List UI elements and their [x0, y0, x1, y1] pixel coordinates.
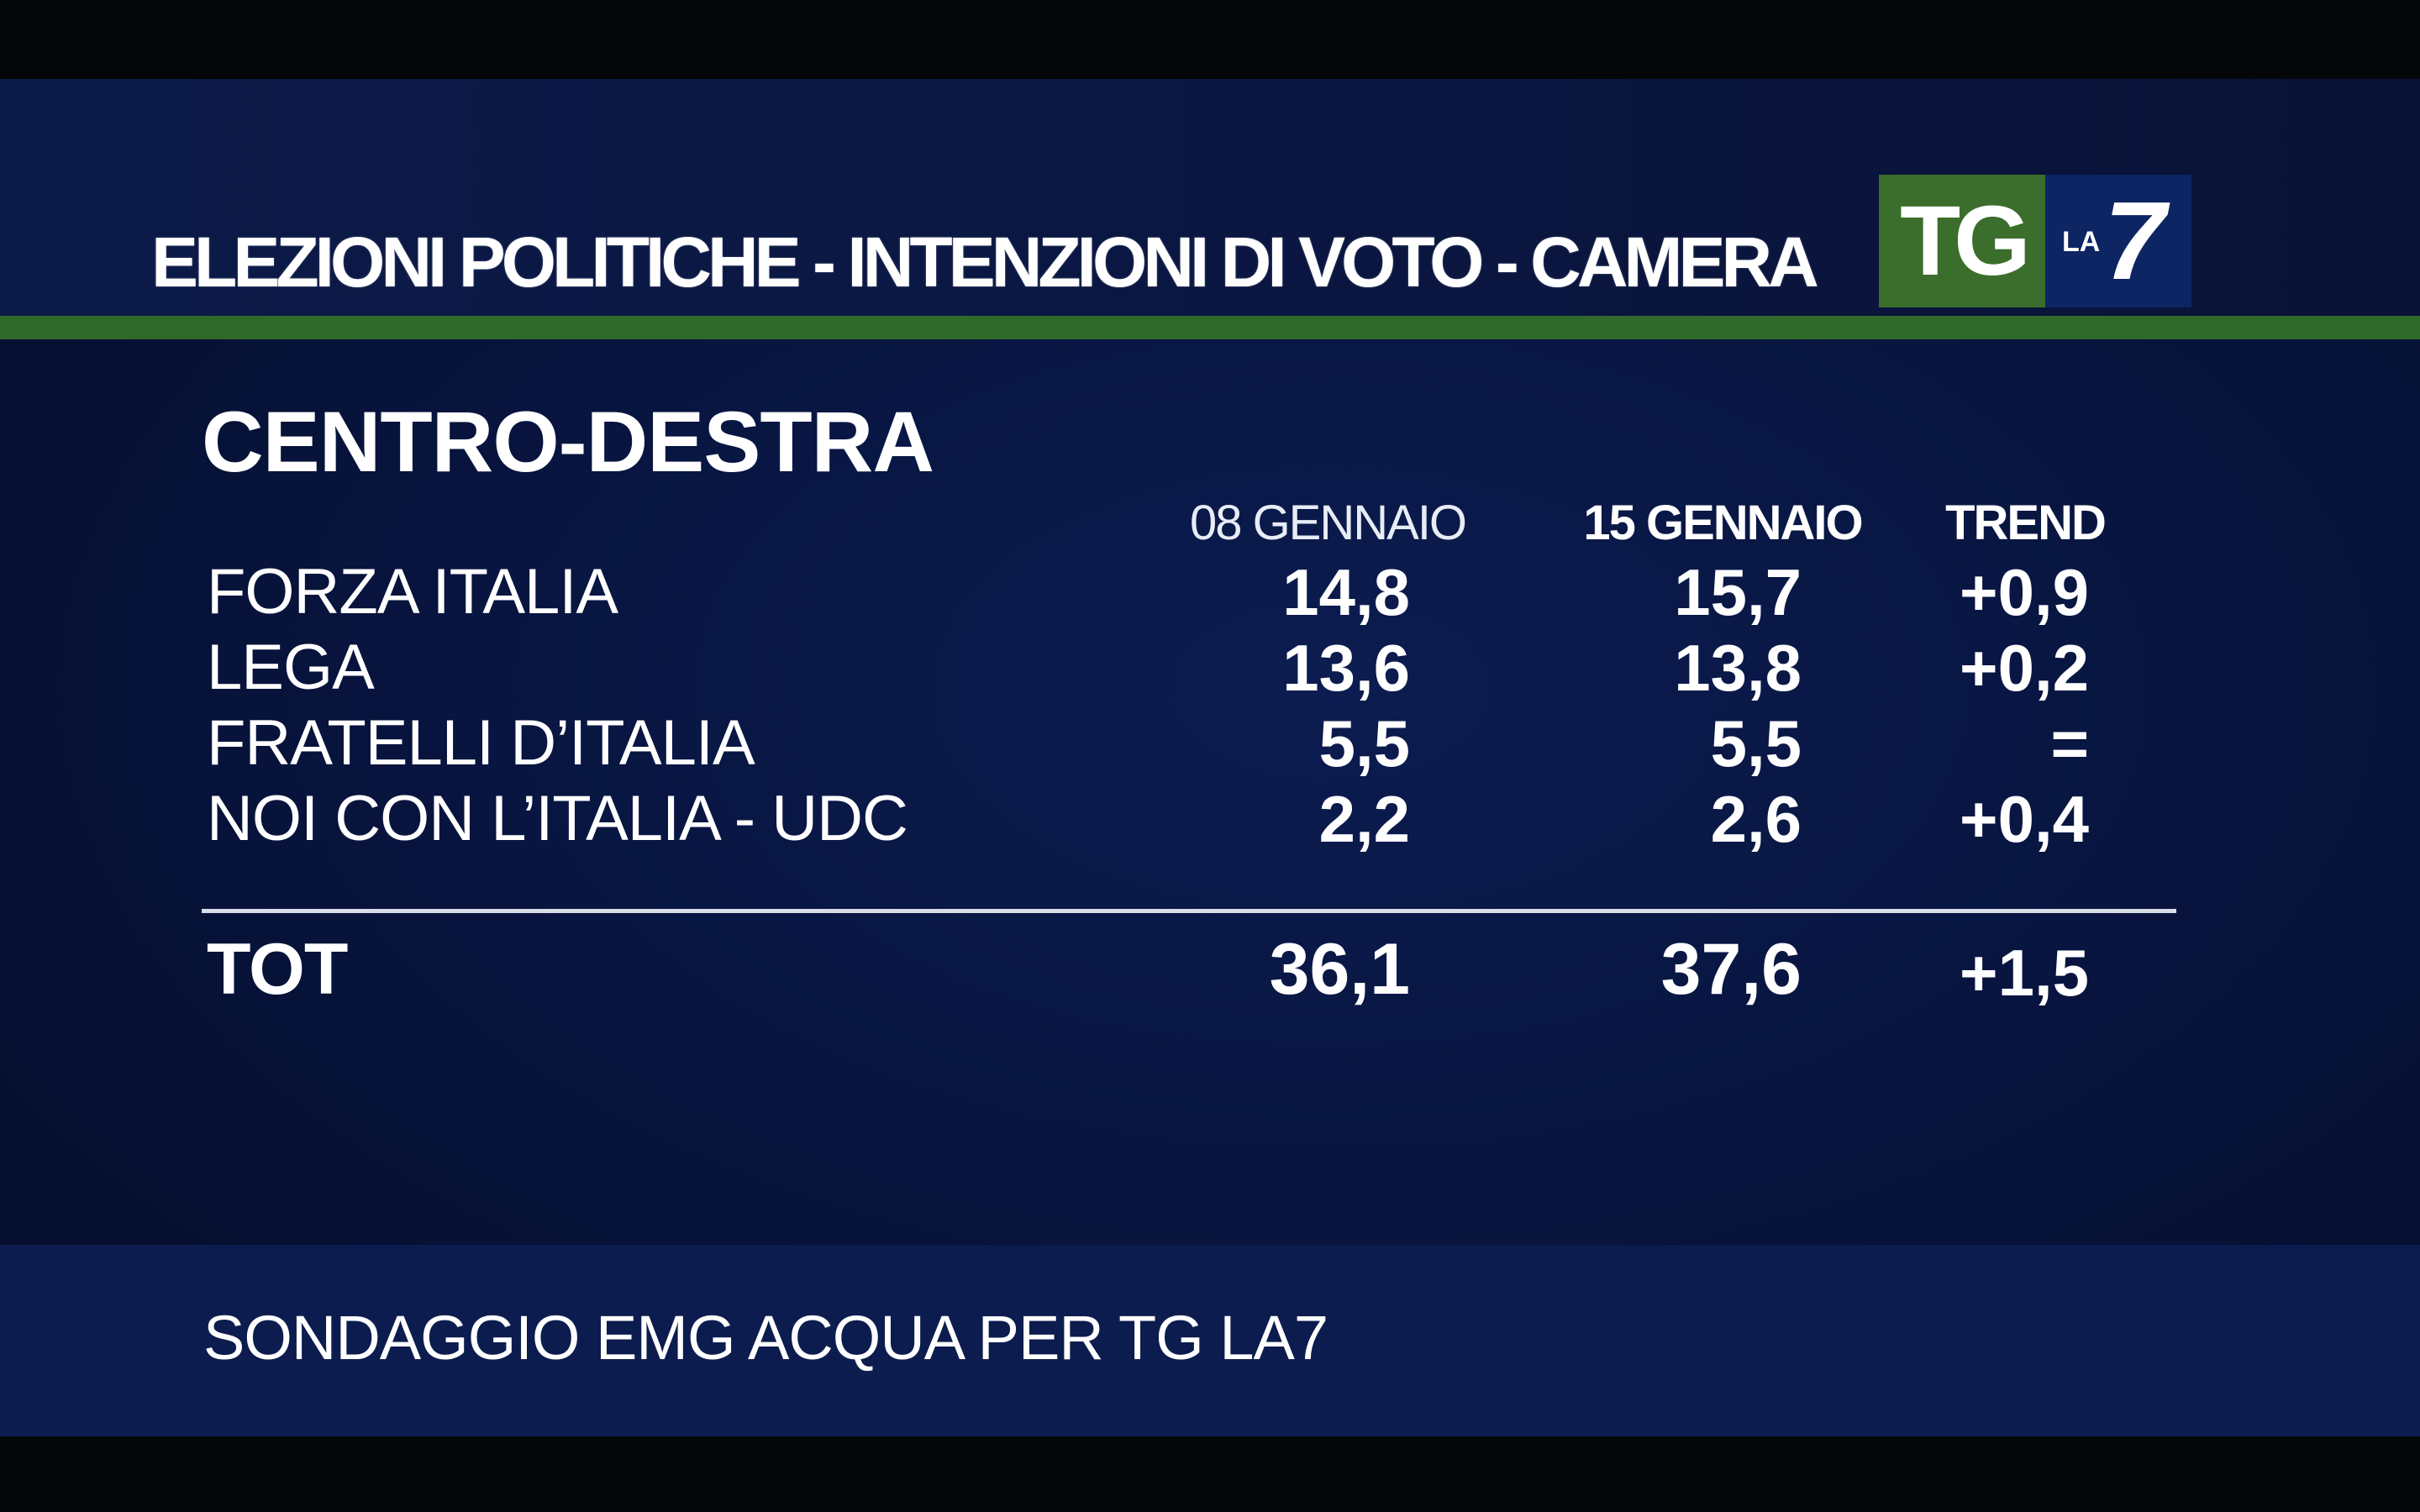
total-row: TOT 36,1 37,6 +1,5	[0, 929, 2420, 1010]
value-15-gennaio: 5,5	[1710, 706, 1802, 780]
table-row: FRATELLI D’ITALIA 5,5 5,5 =	[0, 706, 2420, 781]
column-header-15-gennaio: 15 GENNAIO	[1583, 496, 1863, 550]
total-15-gennaio: 37,6	[1660, 929, 1802, 1010]
logo-seven-text: 7	[2104, 179, 2166, 302]
row-label: FRATELLI D’ITALIA	[207, 707, 755, 779]
section-title: CENTRO-DESTRA	[202, 394, 934, 490]
total-08-gennaio: 36,1	[1269, 929, 1410, 1010]
row-label: LEGA	[207, 632, 375, 703]
poll-source: SONDAGGIO EMG ACQUA PER TG LA7	[203, 1303, 1328, 1373]
total-trend: +1,5	[1960, 936, 2089, 1010]
value-trend: =	[2050, 706, 2089, 780]
table-row: LEGA 13,6 13,8 +0,2	[0, 630, 2420, 706]
value-15-gennaio: 13,8	[1674, 631, 1802, 705]
value-08-gennaio: 13,6	[1282, 631, 1410, 705]
tg-la7-logo: TG LA 7	[1879, 175, 2191, 307]
table-row: FORZA ITALIA 14,8 15,7 +0,9	[0, 554, 2420, 630]
value-08-gennaio: 14,8	[1282, 555, 1410, 629]
value-08-gennaio: 2,2	[1318, 782, 1410, 856]
value-15-gennaio: 15,7	[1674, 555, 1802, 629]
value-08-gennaio: 5,5	[1318, 706, 1410, 780]
logo-tg-text: TG	[1900, 186, 2031, 297]
value-trend: +0,2	[1960, 631, 2089, 705]
row-label: NOI CON L’ITALIA - UDC	[207, 783, 908, 854]
logo-la7-block: LA 7	[2045, 175, 2191, 307]
value-trend: +0,4	[1960, 782, 2089, 856]
footer-band	[0, 1245, 2420, 1436]
letterbox-bottom	[0, 1436, 2420, 1512]
logo-la-text: LA	[2062, 226, 2101, 258]
total-divider	[202, 909, 2176, 913]
logo-tg-block: TG	[1879, 175, 2045, 307]
total-label: TOT	[207, 929, 348, 1010]
value-15-gennaio: 2,6	[1710, 782, 1802, 856]
column-header-trend: TREND	[1945, 496, 2107, 550]
green-rule	[0, 316, 2420, 339]
row-label: FORZA ITALIA	[207, 556, 618, 627]
table-row: NOI CON L’ITALIA - UDC 2,2 2,6 +0,4	[0, 781, 2420, 857]
value-trend: +0,9	[1960, 555, 2089, 629]
header-title: ELEZIONI POLITICHE - INTENZIONI DI VOTO …	[151, 223, 1819, 302]
column-header-08-gennaio: 08 GENNAIO	[1189, 496, 1467, 550]
letterbox-top	[0, 0, 2420, 79]
